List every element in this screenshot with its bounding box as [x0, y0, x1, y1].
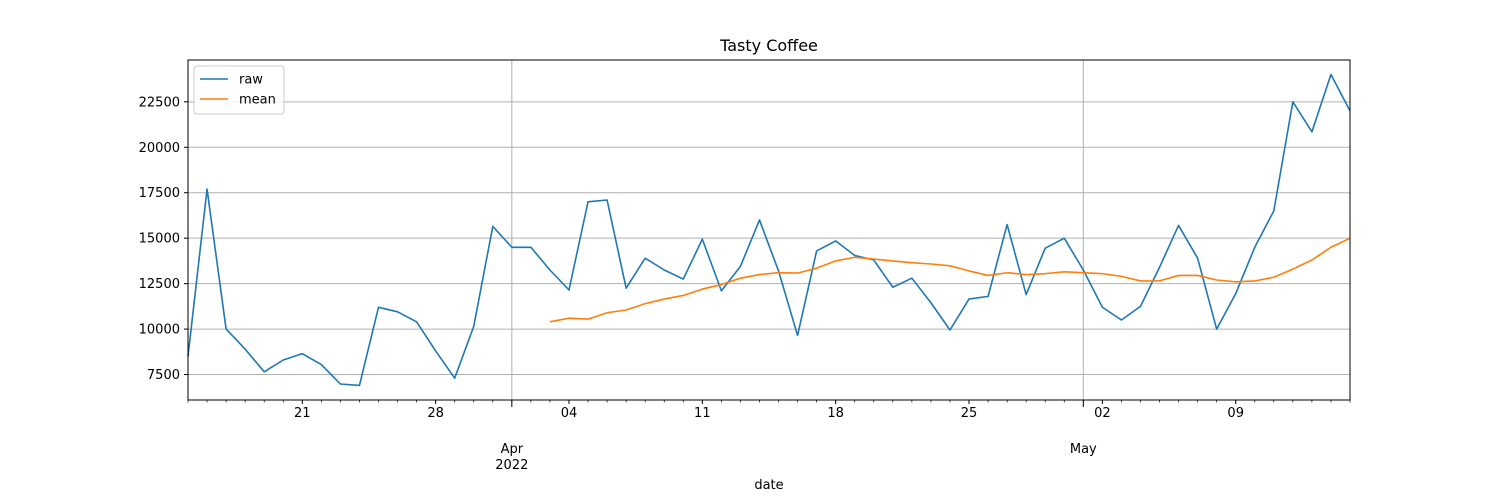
- x-tick-label: 04: [561, 406, 578, 421]
- x-major-tick-label: Apr: [501, 442, 524, 457]
- y-tick-label: 10000: [139, 323, 180, 338]
- x-tick-label: 28: [427, 406, 444, 421]
- x-tick-label: 21: [294, 406, 311, 421]
- x-tick-label: 11: [694, 406, 711, 421]
- series-line-raw: [187, 73, 1351, 387]
- plot-frame: [187, 59, 1351, 401]
- y-tick-label: 17500: [139, 186, 180, 201]
- legend-box: [193, 65, 285, 115]
- legend: raw mean: [193, 65, 285, 115]
- x-tick-label: 02: [1094, 406, 1111, 421]
- x-axis-label: date: [754, 478, 783, 493]
- series-lines: [187, 73, 1351, 387]
- chart-title: Tasty Coffee: [719, 36, 818, 55]
- x-major-tick-sublabel: 2022: [495, 458, 528, 473]
- series-line-mean: [549, 237, 1351, 323]
- x-major-tick-label: May: [1070, 442, 1097, 457]
- legend-label-mean: mean: [239, 93, 276, 108]
- y-tick-label: 15000: [139, 232, 180, 247]
- x-tick-label: 18: [827, 406, 844, 421]
- axis-ticks: 7500 10000 12500 15000 17500 20000 22500 Apr202…: [139, 95, 1351, 473]
- y-tick-label: 7500: [147, 368, 180, 383]
- x-tick-label: 09: [1227, 406, 1244, 421]
- y-tick-label: 22500: [139, 95, 180, 110]
- y-tick-label: 12500: [139, 277, 180, 292]
- gridlines: [188, 60, 1350, 400]
- x-tick-label: 25: [961, 406, 978, 421]
- legend-label-raw: raw: [239, 73, 263, 88]
- y-tick-label: 20000: [139, 141, 180, 156]
